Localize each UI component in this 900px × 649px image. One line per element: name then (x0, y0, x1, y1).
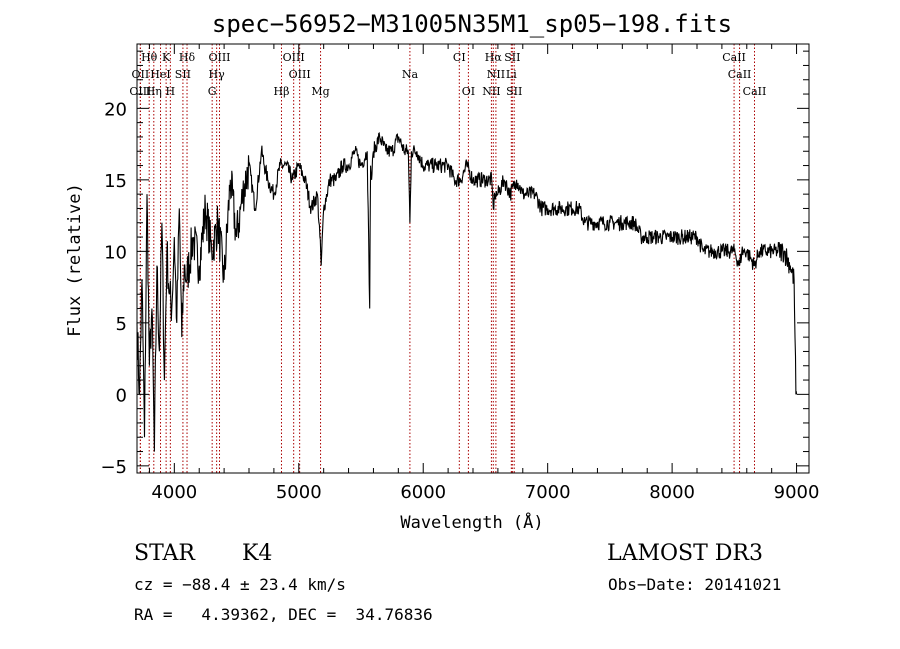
spectral-line-label: SII (175, 68, 191, 81)
spectral-line-label: NII (487, 68, 505, 81)
object-subclass: K4 (242, 541, 272, 566)
spectral-line-label: Na (402, 68, 419, 81)
spectral-line-label: Hθ (141, 51, 158, 64)
y-tick-label: 15 (104, 171, 127, 192)
x-axis-ticks: 4000 5000 6000 7000 8000 9000 (148, 44, 820, 503)
x-tick-label: 6000 (400, 482, 446, 503)
spectral-line-label: CaII (722, 51, 746, 64)
spectral-line-label: OII (132, 68, 150, 81)
observation-date: Obs−Date: 20141021 (608, 575, 781, 594)
y-tick-label: 5 (116, 314, 127, 335)
redshift-cz: cz = −88.4 ± 23.4 km/s (134, 575, 346, 594)
spectral-line-label: K (162, 51, 171, 64)
spectral-line-label: CaII (743, 85, 767, 98)
spectral-line-label: OIII (289, 68, 311, 81)
y-tick-label: 0 (116, 385, 127, 406)
spectral-line-label: HeI (150, 68, 170, 81)
y-tick-label: 20 (104, 99, 127, 120)
spectral-line-label: OIII (283, 51, 305, 64)
y-tick-label: −5 (100, 457, 127, 478)
spectral-line-label: OIII (208, 51, 230, 64)
coordinates: RA = 4.39362, DEC = 34.76836 (134, 605, 433, 624)
spectral-line-label: Li (506, 68, 517, 81)
y-axis-label: Flux (relative) (65, 183, 85, 337)
spectral-line-label: H (166, 85, 176, 98)
y-tick-label: 10 (104, 242, 127, 263)
x-tick-label: 8000 (649, 482, 695, 503)
spectral-line-label: Hα (485, 51, 503, 64)
spectral-line-markers (139, 44, 755, 473)
plot-frame (136, 43, 810, 474)
x-axis-label: Wavelength (Å) (400, 511, 543, 533)
x-tick-label: 9000 (774, 482, 820, 503)
spectral-line-label: NII (482, 85, 500, 98)
spectrum-line (136, 132, 798, 452)
spectral-line-label: OI (462, 85, 475, 98)
chart-title: spec−56952−M31005N35M1_sp05−198.fits (212, 10, 732, 38)
spectral-line-label: Hη (146, 85, 162, 98)
spectral-line-label: Mg (311, 85, 329, 98)
spectral-line-label: CaII (728, 68, 752, 81)
spectral-line-label: SII (506, 85, 522, 98)
y-axis-ticks: −5 0 5 10 15 20 (100, 50, 809, 478)
spectral-line-label: OIII (129, 85, 151, 98)
spectral-line-label: SII (504, 51, 520, 64)
spectral-line-label: Hβ (274, 85, 290, 98)
spectral-line-label: CI (453, 51, 466, 64)
spectral-line-label: G (208, 85, 217, 98)
survey-name: LAMOST DR3 (607, 541, 763, 566)
x-tick-label: 4000 (151, 482, 197, 503)
spectral-line-label: Hγ (209, 68, 226, 81)
spectral-line-label: Hδ (179, 51, 196, 64)
x-tick-label: 5000 (276, 482, 322, 503)
x-tick-label: 7000 (525, 482, 571, 503)
object-class: STAR (134, 541, 196, 566)
